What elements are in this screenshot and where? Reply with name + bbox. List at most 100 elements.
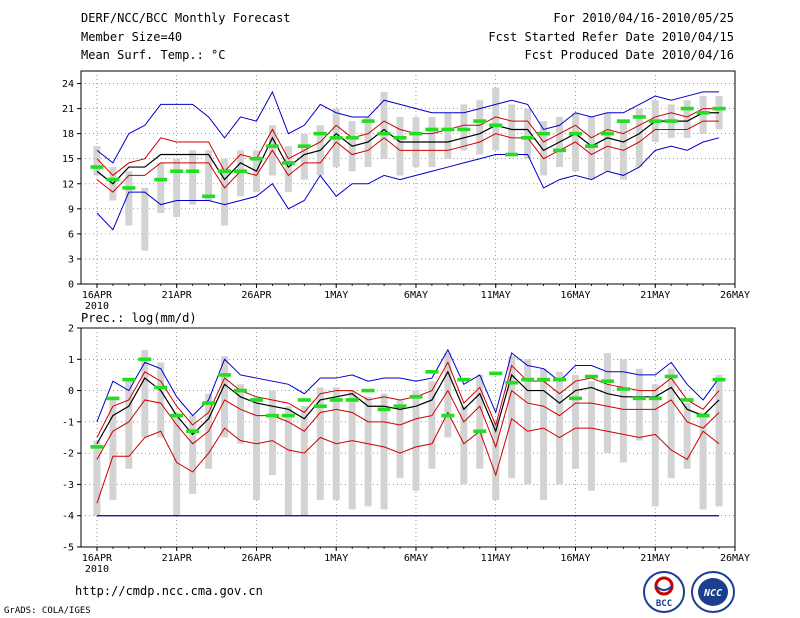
temp-median-marker [170,169,184,174]
prec-xtick-label: 11MAY [481,553,511,564]
prec-ensemble-box [300,406,308,516]
temp-median-marker [505,152,519,157]
prec-median-marker [297,398,311,402]
prec-ensemble-box [651,384,659,507]
temp-median-marker [664,119,678,123]
temp-series-lower-envelope [96,137,720,231]
prec-ytick-label: -4 [62,511,74,522]
prec-median-marker [473,429,487,434]
temp-median-marker [297,144,311,148]
temp-ensemble-box [300,133,308,180]
temp-frame [80,70,736,285]
prec-median-marker [489,371,503,376]
prec-median-marker [505,380,519,385]
temp-median-marker [600,131,614,136]
prec-median-marker [234,388,248,393]
temp-ensemble-box [93,146,101,176]
temp-median-marker [680,106,694,111]
temp-ytick-label: 9 [68,204,74,215]
prec-ensemble-box [157,362,165,438]
bcc-logo: BCC [642,570,686,614]
temp-ensemble-box [476,100,484,155]
temp-median-marker [154,177,168,182]
temp-ensemble-box [524,108,532,159]
temp-xtick-sublabel: 2010 [85,301,109,312]
temp-panel-title: Mean Surf. Temp.: °C [81,48,226,62]
temp-median-marker [489,123,503,128]
prec-ytick-label: 2 [68,324,74,335]
prec-ensemble-box [619,359,627,463]
prec-median-marker [281,413,295,418]
temp-median-marker [553,148,567,153]
temp-median-marker [584,144,598,148]
temp-median-marker [90,165,104,169]
prec-xtick-label: 1MAY [324,553,348,564]
temp-ytick-label: 18 [62,129,74,140]
prec-series-lowest-member [96,411,720,504]
prec-ytick-label: 1 [68,355,74,366]
temp-ytick-label: 6 [68,229,74,240]
bcc-logo-text: BCC [656,599,672,609]
temp-median-marker [393,136,407,140]
forecast-title: DERF/NCC/BCC Monthly Forecast [81,11,291,25]
prec-median-marker [186,429,200,434]
prec-xtick-label: 16MAY [560,553,590,564]
temp-xtick-label: 21MAY [640,290,670,301]
prec-ensemble-box [556,371,564,485]
temp-xtick-label: 16APR [82,290,113,301]
temp-ensemble-box [141,187,149,251]
prec-ensemble-box [189,415,197,494]
temp-ensemble-box [125,171,133,226]
temp-series-upper-envelope [96,90,720,164]
prec-ensemble-box [476,374,484,469]
temp-median-marker [377,131,391,136]
prec-median-marker [409,395,423,399]
prec-median-marker [249,398,263,402]
temp-median-marker [712,106,726,111]
prec-median-marker [537,377,551,382]
temp-median-marker [361,119,375,123]
prec-ensemble-box [412,390,420,491]
prec-median-marker [696,413,710,418]
temp-ensemble-box [189,150,197,205]
temp-ensemble-box [284,146,292,193]
prec-series-ensemble-mean [96,370,720,445]
prec-ytick-label: -2 [62,449,74,460]
temp-median-marker [313,131,327,136]
prec-ensemble-box [268,390,276,476]
prec-ensemble-box [316,387,324,501]
prec-ensemble-box [635,368,643,441]
temp-ensemble-box [492,87,500,151]
member-size: Member Size=40 [81,30,183,44]
prec-median-marker [106,396,120,401]
prec-ensemble-box [667,368,675,479]
prec-median-marker [138,357,152,362]
temp-median-marker [202,194,216,199]
prec-ensemble-box [125,378,133,469]
prec-frame [80,327,736,548]
temp-ensemble-box [205,150,213,201]
prec-xtick-label: 26APR [241,553,272,564]
prec-ensemble-box [699,412,707,510]
temp-xtick-label: 16MAY [560,290,590,301]
prec-ensemble-box [141,349,149,438]
temp-ytick-label: 15 [62,154,74,165]
prec-median-marker [584,374,598,379]
temp-ensemble-box [237,150,245,197]
temp-median-marker [696,110,710,115]
prec-median-marker [90,445,104,449]
prec-median-marker [377,407,391,412]
temp-median-marker [249,156,263,161]
temp-median-marker [473,119,487,123]
temp-median-marker [441,127,455,132]
temp-ensemble-box [396,116,404,176]
prec-ensemble-box [715,374,723,507]
prec-median-marker [632,396,646,401]
prec-ensemble-box [380,393,388,510]
temp-median-marker [537,131,551,136]
temp-ensemble-box [587,116,595,180]
source-url[interactable]: http://cmdp.ncc.cma.gov.cn [75,584,263,598]
prec-median-marker [202,401,216,405]
prec-median-marker [425,370,439,374]
temp-ytick-label: 12 [62,179,74,190]
